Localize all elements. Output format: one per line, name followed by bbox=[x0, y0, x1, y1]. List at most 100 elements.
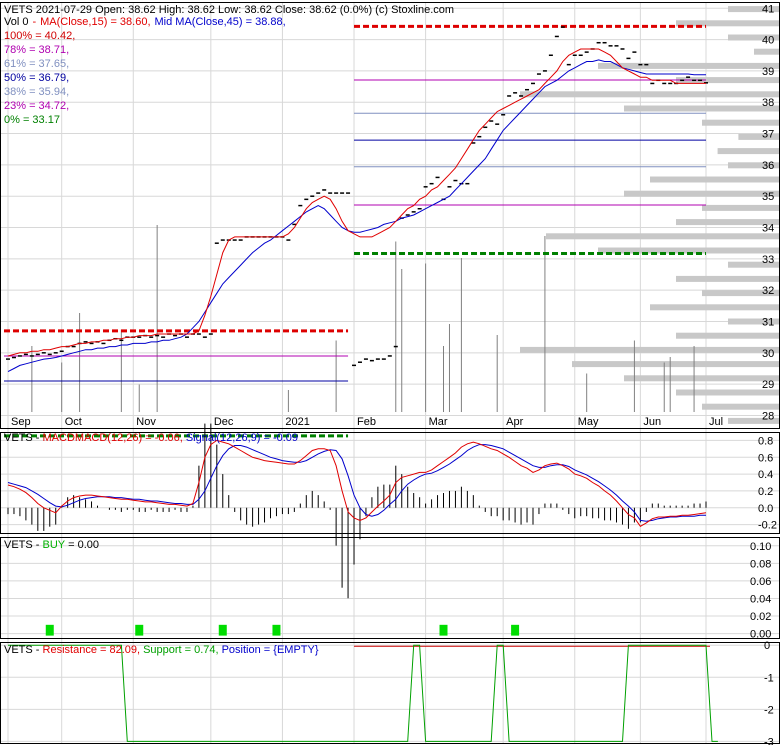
volume-profile-bar bbox=[624, 190, 780, 197]
macd-panel bbox=[7, 423, 707, 599]
volume-profile-bar bbox=[546, 233, 780, 240]
volume-profile-bar bbox=[728, 318, 780, 325]
volume-profile-bar bbox=[728, 34, 780, 41]
month-label: Mar bbox=[429, 416, 448, 428]
month-label: Sep bbox=[11, 416, 31, 428]
buy-signal-bar bbox=[272, 624, 281, 636]
fib-label: 50% = 36.79, bbox=[4, 72, 69, 84]
volume-profile-bar bbox=[728, 162, 780, 169]
month-label: Dec bbox=[214, 416, 234, 428]
month-label: Feb bbox=[357, 416, 376, 428]
volume-profile-bar bbox=[520, 346, 780, 353]
price-axis-tick: 39 bbox=[762, 66, 774, 78]
volume-profile-bar bbox=[728, 261, 780, 268]
price-axis-tick: 38 bbox=[762, 97, 774, 109]
volume-profile-bar bbox=[676, 389, 780, 396]
price-axis-tick: 30 bbox=[762, 348, 774, 360]
month-label: Jun bbox=[643, 416, 661, 428]
buy-axis-tick: 0.02 bbox=[750, 611, 771, 623]
price-axis-tick: 37 bbox=[762, 129, 774, 141]
buy-axis-tick: 0.10 bbox=[750, 541, 771, 553]
signal-line bbox=[7, 444, 706, 522]
price-axis-tick: 41 bbox=[762, 3, 774, 15]
volume-profile-bar bbox=[598, 62, 780, 69]
macd-axis-tick: 0.8 bbox=[758, 435, 773, 447]
buy-axis-tick: 0.00 bbox=[750, 629, 771, 641]
ticker-line: VETS 2021-07-29 Open: 38.62 High: 38.62 … bbox=[4, 4, 454, 16]
fib-label: 23% = 34.72, bbox=[4, 100, 69, 112]
fib-label: 61% = 37.65, bbox=[4, 58, 69, 70]
panel-frame-2 bbox=[0, 537, 780, 639]
month-label: May bbox=[578, 416, 599, 428]
macd-axis-tick: 0.4 bbox=[758, 469, 773, 481]
macd-axis-tick: -0.2 bbox=[758, 520, 777, 532]
panel-frame-3 bbox=[0, 642, 780, 744]
price-axis-tick: 35 bbox=[762, 191, 774, 203]
month-label: Apr bbox=[506, 416, 523, 428]
volume-profile-bar bbox=[572, 361, 780, 368]
month-label: Oct bbox=[65, 416, 82, 428]
fib-label: 38% = 35.94, bbox=[4, 86, 69, 98]
buy-axis-tick: 0.04 bbox=[750, 593, 771, 605]
volume-profile-bar bbox=[676, 332, 780, 339]
volume-profile-bar bbox=[728, 417, 780, 424]
macd-axis-tick: 0.6 bbox=[758, 452, 773, 464]
fib-label: 0% = 33.17 bbox=[4, 114, 60, 126]
volume-profile-bar bbox=[702, 204, 780, 211]
volume-profile-bar bbox=[676, 219, 780, 226]
volume-profile-bar bbox=[650, 176, 780, 183]
buy-axis-tick: 0.06 bbox=[750, 576, 771, 588]
fib-label: 100% = 40.42, bbox=[4, 30, 75, 42]
price-axis-tick: 32 bbox=[762, 285, 774, 297]
volume-profile-bar bbox=[738, 133, 780, 140]
volume-profile-bar bbox=[702, 290, 780, 297]
ma15-line bbox=[7, 48, 706, 357]
volume-profile-bar bbox=[717, 148, 780, 155]
volume-profile-bar bbox=[754, 48, 780, 55]
position-line bbox=[8, 644, 718, 742]
volume-profile-bar bbox=[598, 247, 780, 254]
macd-line bbox=[7, 439, 707, 527]
resistance-title: VETS - Resistance = 82.09, Support = 0.74… bbox=[4, 644, 319, 656]
ma45-line bbox=[7, 59, 706, 373]
volume-profile-bar bbox=[676, 20, 780, 27]
price-axis-tick: 40 bbox=[762, 35, 774, 47]
volume-profile-bar bbox=[650, 304, 780, 311]
volume-profile-bar bbox=[624, 375, 780, 382]
buy-signal-bar bbox=[511, 624, 520, 636]
macd-title: VETS - MACDMACD(12,26) = -0.06, Signal(12… bbox=[4, 432, 298, 444]
buy-signal-bar bbox=[45, 624, 54, 636]
resistance-axis-tick: -3 bbox=[764, 736, 774, 745]
buy-title: VETS - BUY = 0.00 bbox=[4, 539, 99, 551]
buy-signal-bar bbox=[439, 624, 448, 636]
volume-profile-bar bbox=[520, 91, 780, 98]
price-axis-tick: 34 bbox=[762, 223, 774, 235]
macd-axis-tick: 0.0 bbox=[758, 503, 773, 515]
volume-profile-bar bbox=[728, 6, 780, 13]
fib-label: 78% = 38.71, bbox=[4, 44, 69, 56]
price-axis-tick: 31 bbox=[762, 317, 774, 329]
volume-profile-bar bbox=[702, 119, 780, 126]
resistance-axis-tick: 0 bbox=[764, 640, 770, 652]
month-label: Jul bbox=[709, 416, 723, 428]
price-axis-tick: 36 bbox=[762, 160, 774, 172]
volume-profile-bar bbox=[676, 77, 780, 84]
volume-profile-bar bbox=[702, 403, 780, 410]
macd-axis-tick: 0.2 bbox=[758, 486, 773, 498]
fib-legend: 100% = 40.42, 78% = 38.71, 61% = 37.65, 50%… bbox=[4, 30, 75, 126]
price-axis-tick: 33 bbox=[762, 254, 774, 266]
buy-signal-bar bbox=[135, 624, 144, 636]
price-panel bbox=[4, 6, 780, 438]
resistance-panel bbox=[8, 644, 718, 742]
price-axis-tick: 29 bbox=[762, 379, 774, 391]
resistance-axis-tick: -2 bbox=[764, 704, 774, 716]
month-label: Nov bbox=[136, 416, 156, 428]
volume-profile-bar bbox=[624, 105, 780, 112]
resistance-axis-tick: -1 bbox=[764, 672, 774, 684]
volume-label: Vol 0- MA(Close,15) = 38.60, Mid MA(Close,… bbox=[4, 16, 286, 28]
buy-axis-tick: 0.08 bbox=[750, 558, 771, 570]
volume-profile-bar bbox=[676, 275, 780, 282]
buy-panel bbox=[45, 624, 520, 636]
